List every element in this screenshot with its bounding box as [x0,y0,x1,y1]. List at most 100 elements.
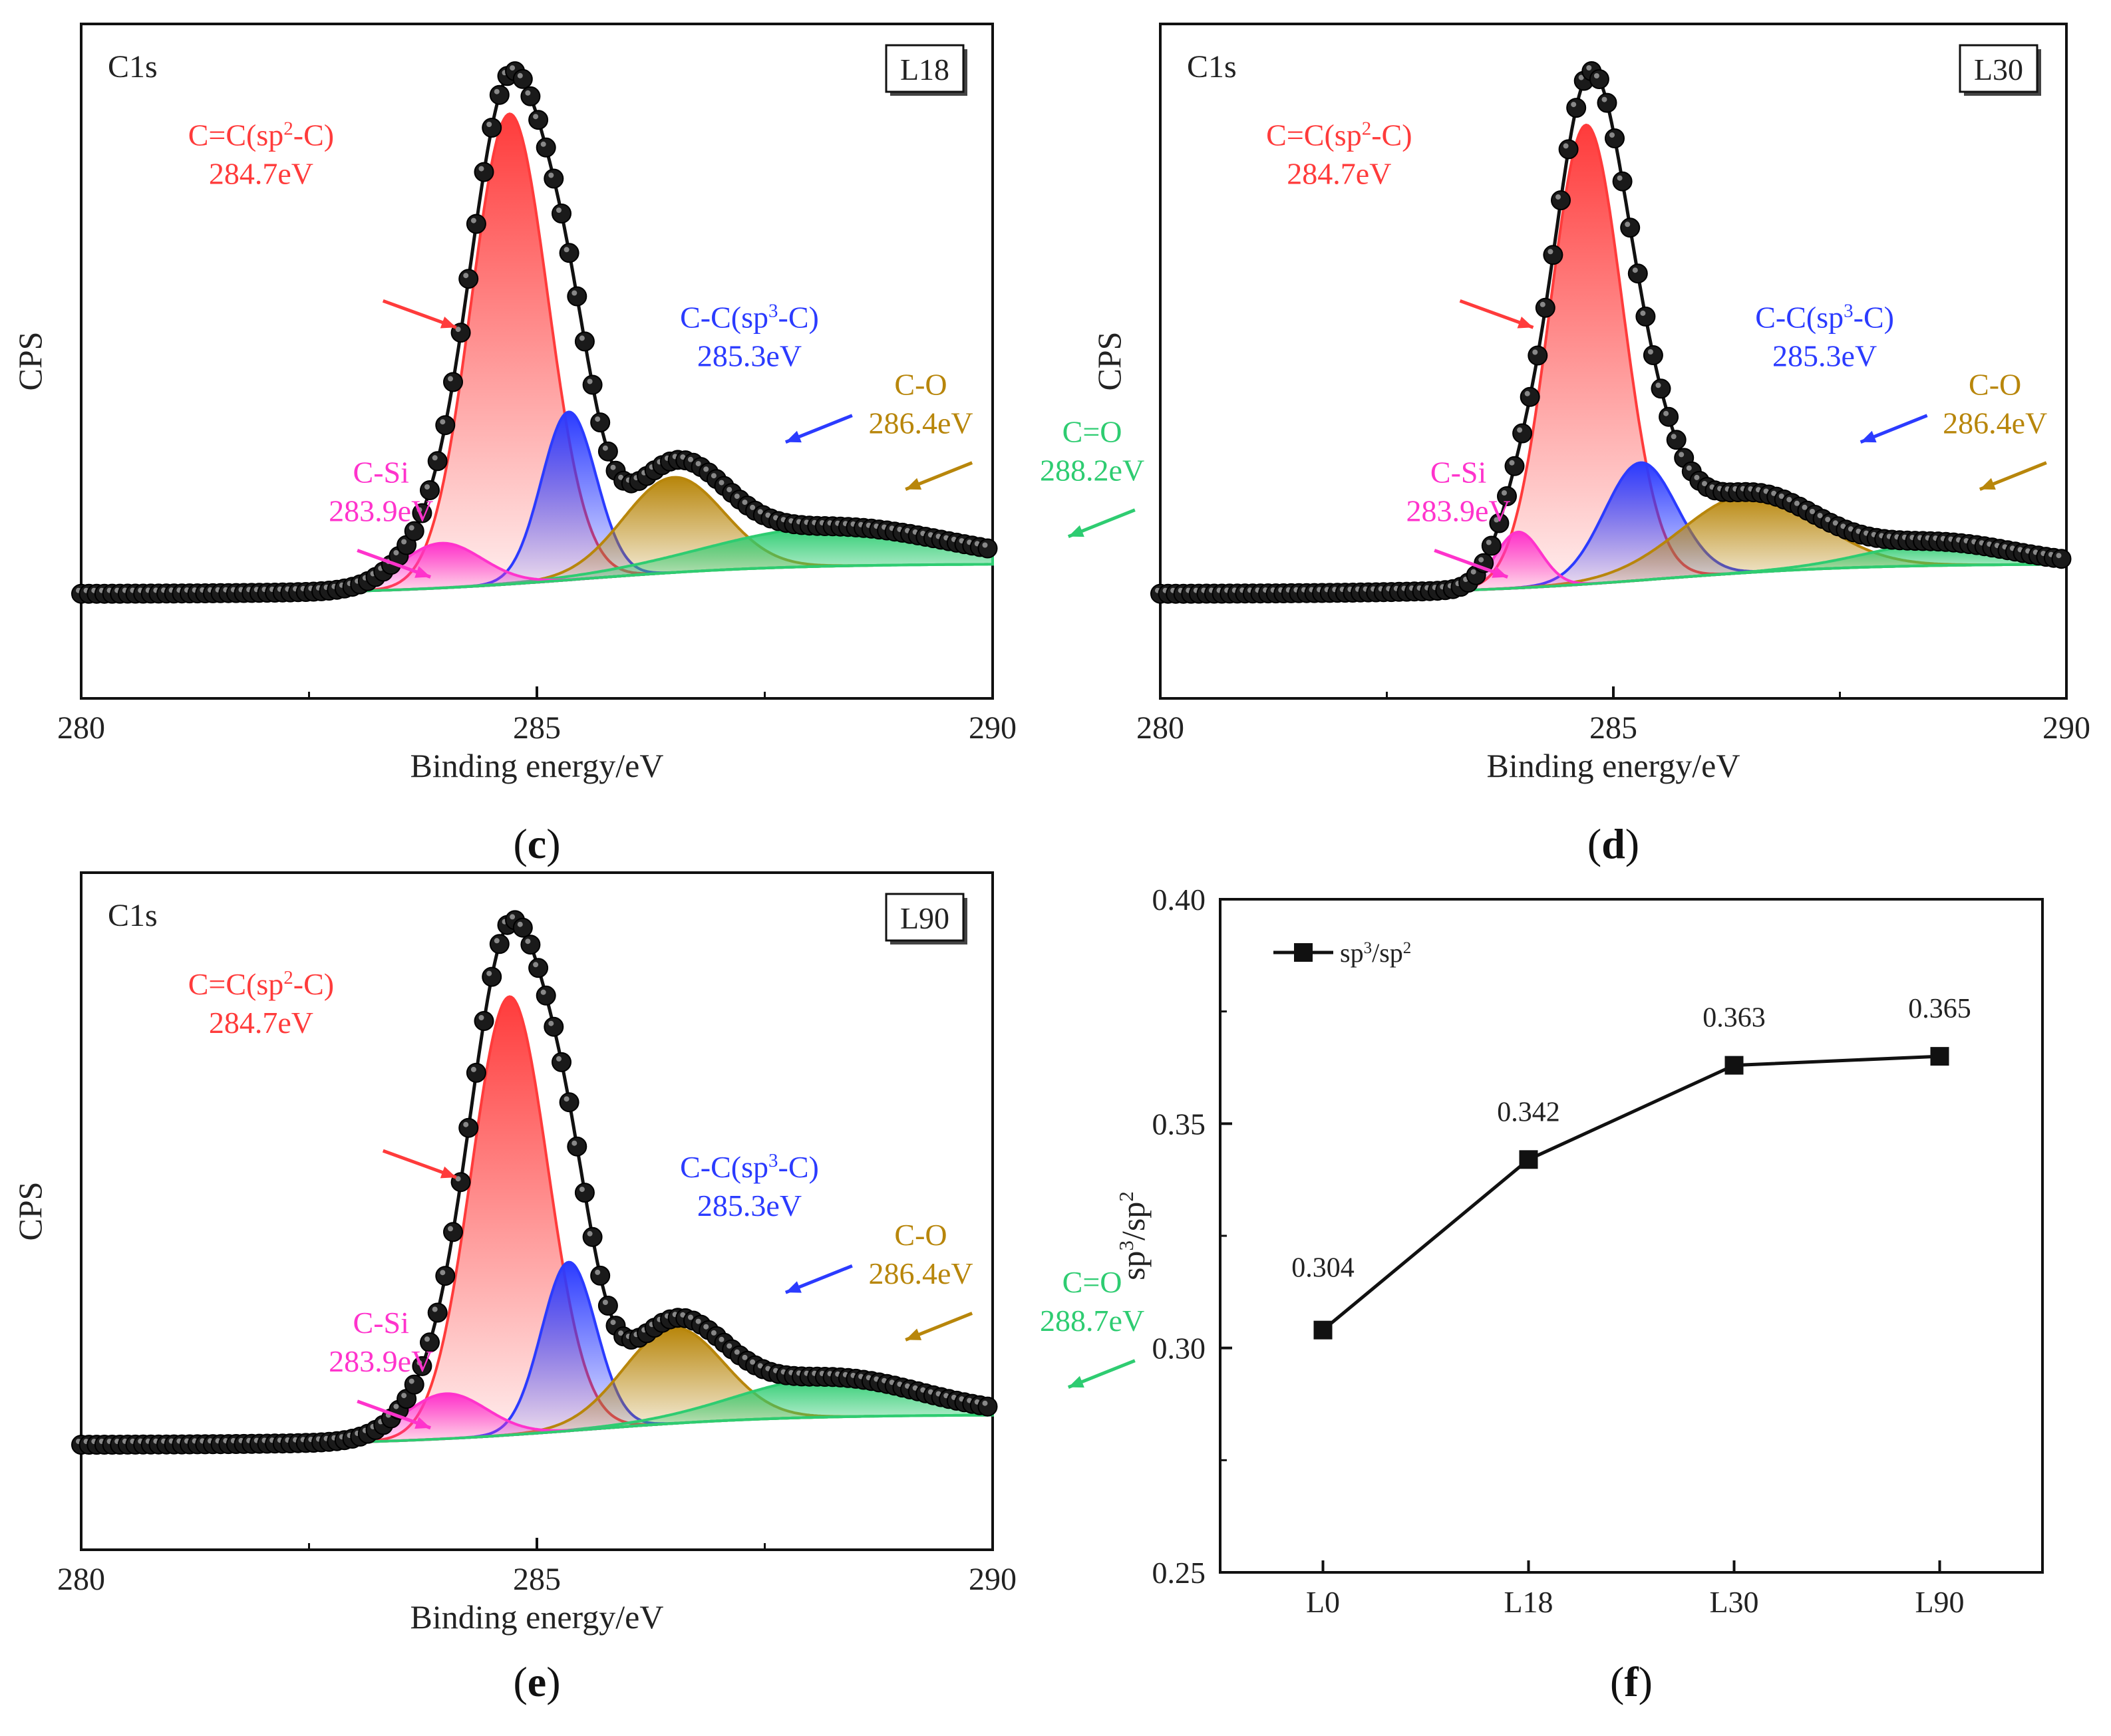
data-point-highlight [408,1378,414,1384]
data-point-highlight [564,247,569,253]
xps-panel-e: 280 285 290 Binding energy/eV CPS C1s L90 C=C(s… [11,871,1144,1705]
data-point [435,1266,456,1286]
data-point-highlight [548,172,554,178]
data-point-highlight [455,327,461,333]
component-energy-label: 285.3eV [697,1189,802,1223]
data-point-highlight [1578,74,1584,80]
data-point-highlight [719,1336,725,1342]
data-point-highlight [1848,526,1854,532]
data-point [1481,535,1502,556]
data-point-highlight [1563,143,1569,149]
data-point [1558,139,1579,160]
x-tick-label: L18 [1504,1585,1553,1619]
data-point-highlight [494,938,500,944]
component-energy-label: 286.4eV [868,1256,973,1290]
data-point [458,1117,479,1138]
y-tick-label: 0.40 [1152,883,1206,917]
data-point-highlight [1832,520,1838,526]
data-point-highlight [510,65,516,71]
annotation-arrowhead [1517,316,1534,329]
data-point [512,917,533,938]
data-point-highlight [595,1269,601,1275]
data-point [1512,423,1533,444]
data-point-highlight [1486,539,1492,545]
x-tick-label: 290 [2042,710,2090,746]
data-point [427,1302,448,1323]
data-point-highlight [727,1343,732,1349]
data-label: 0.304 [1291,1253,1355,1284]
data-marker [1724,1056,1744,1075]
data-point-highlight [703,1324,709,1330]
data-point [435,415,456,436]
x-tick-label: L90 [1915,1585,1964,1619]
panel-caption: (e) [513,1658,560,1705]
x-tick-label: 280 [1136,710,1184,746]
data-point [1659,406,1679,427]
region-label: C1s [108,49,158,84]
data-point [552,1052,571,1072]
data-point-highlight [1655,382,1661,388]
data-point-highlight [470,1066,476,1072]
data-point-highlight [1586,65,1592,71]
data-point [574,331,595,352]
data-point [567,286,587,307]
data-point-highlight [525,939,531,944]
data-point-highlight [1502,490,1507,496]
data-point-highlight [695,461,701,467]
component-label-c-c-sp3-c-: C-C(sp3-C) [680,1150,819,1184]
data-point-highlight [1540,301,1545,307]
data-point-highlight [1509,460,1515,466]
data-point [520,935,541,955]
data-point-highlight [1802,504,1808,510]
data-point [536,985,556,1006]
panel-caption: (c) [513,820,560,867]
component-energy-label: 284.7eV [209,1006,313,1040]
data-point [528,110,549,130]
component-energy-label: 288.7eV [1040,1304,1144,1338]
data-point [559,1092,579,1113]
data-point-highlight [610,1320,616,1326]
data-point-highlight [1494,517,1500,523]
data-point-highlight [1640,310,1646,316]
x-axis-title: Binding energy/eV [410,747,664,784]
component-label-c-o: C=O [1062,415,1122,449]
data-point-highlight [1686,465,1692,471]
data-point [567,1136,587,1157]
data-point-highlight [393,550,399,555]
data-point-highlight [727,487,732,493]
component-energy-label: 286.4eV [868,406,973,440]
component-energy-label: 285.3eV [697,339,802,372]
data-point [597,1296,618,1316]
component-label-c-si: C-Si [353,456,409,490]
data-point [544,1016,564,1037]
component-energy-label: 283.9eV [329,494,433,528]
background-line [318,1413,989,1445]
y-tick-label: 0.35 [1152,1107,1206,1141]
data-point [482,966,502,987]
component-label-c-c-sp2-c-: C=C(sp2-C) [188,967,334,1001]
series-line [1321,1054,1940,1332]
data-point-highlight [695,1318,701,1324]
data-point [552,204,571,223]
data-point [1635,306,1656,327]
data-point-highlight [1470,569,1476,575]
data-point-highlight [1547,249,1553,255]
data-point-highlight [1786,497,1792,503]
annotation-arrowhead [414,566,431,578]
data-point-highlight [440,419,446,425]
data-point-highlight [408,525,414,531]
data-point [1666,430,1687,450]
data-point-highlight [1555,194,1561,200]
data-point-highlight [424,1336,430,1342]
data-point [1566,98,1587,118]
data-point-highlight [1840,523,1846,529]
data-point [2051,549,2072,569]
data-point-highlight [416,1360,422,1366]
x-tick-label: L0 [1306,1585,1340,1619]
data-point-highlight [540,141,546,147]
data-point-highlight [432,455,438,461]
data-point-highlight [533,114,539,120]
data-point [1520,386,1540,407]
data-point-highlight [478,166,484,172]
annotation-arrowhead [1860,430,1877,443]
